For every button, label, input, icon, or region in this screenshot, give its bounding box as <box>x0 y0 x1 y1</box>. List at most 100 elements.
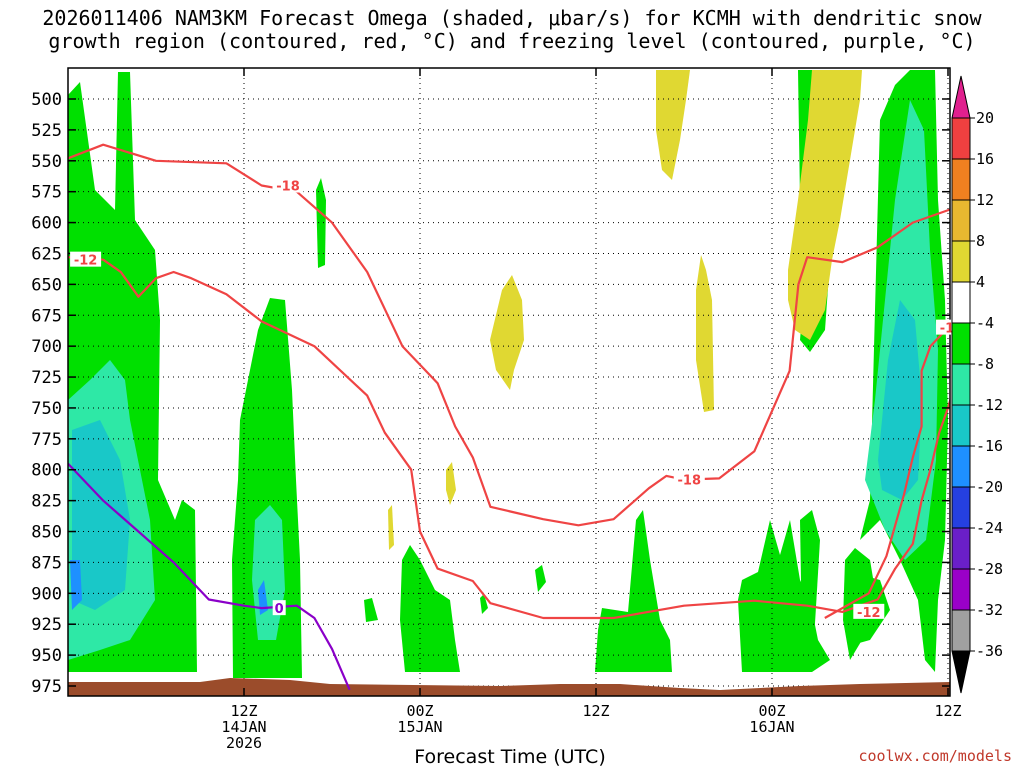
omega-region <box>656 70 690 180</box>
omega-region <box>878 300 922 500</box>
colorbar-label: 12 <box>976 191 994 209</box>
colorbar-label: 8 <box>976 232 985 250</box>
chart-title-line: growth region (contoured, red, °C) and f… <box>48 29 975 53</box>
y-tick-label: 700 <box>31 337 62 357</box>
omega-shading <box>68 70 948 678</box>
y-tick-label: 925 <box>31 615 62 635</box>
omega-region <box>490 275 524 390</box>
colorbar-label: -12 <box>976 396 1003 414</box>
x-tick-label: 15JAN <box>397 718 442 736</box>
colorbar-top-arrow <box>951 75 971 119</box>
y-tick-label: 625 <box>31 244 62 264</box>
colorbar-bin <box>951 158 971 201</box>
contour-label: -18 <box>678 474 702 489</box>
colorbar-label: -4 <box>976 314 994 332</box>
omega-region <box>364 598 378 622</box>
contour-label-bg <box>853 603 885 619</box>
contour-label-bg <box>673 471 705 487</box>
y-tick-label: 950 <box>31 646 62 666</box>
contour-label: 0 <box>275 602 284 617</box>
colorbar-bin <box>951 527 971 570</box>
contour-label-bg <box>70 251 102 267</box>
contour-dgz-minus12-left <box>68 256 950 620</box>
x-axis-label: Forecast Time (UTC) <box>414 746 605 768</box>
y-tick-label: 875 <box>31 553 62 573</box>
colorbar-label: -16 <box>976 437 1003 455</box>
colorbar-label: -8 <box>976 355 994 373</box>
omega-region <box>595 510 672 672</box>
colorbar-label: -28 <box>976 560 1003 578</box>
contour-label: -12 <box>74 254 98 269</box>
omega-region <box>316 178 326 268</box>
y-tick-label: 750 <box>31 399 62 419</box>
y-tick-label: 725 <box>31 368 62 388</box>
plot-area <box>68 68 950 696</box>
omega-region <box>258 580 268 615</box>
y-tick-label: 850 <box>31 523 62 543</box>
colorbar-label: 16 <box>976 150 994 168</box>
contour-dgz-minus12-right <box>824 324 950 619</box>
colorbar-label: -20 <box>976 478 1003 496</box>
omega-region <box>388 505 394 550</box>
chart-title: 2026011406 NAM3KM Forecast Omega (shaded… <box>42 6 982 53</box>
x-tick-label: 2026 <box>226 734 262 752</box>
colorbar-bin <box>951 568 971 611</box>
chart-title-line: 2026011406 NAM3KM Forecast Omega (shaded… <box>42 6 982 30</box>
terrain-fill <box>68 678 950 696</box>
terrain-strip <box>68 678 950 696</box>
x-tick-label: 12Z <box>230 702 257 720</box>
omega-region <box>696 255 714 412</box>
omega-region <box>446 462 456 505</box>
omega-region <box>400 545 460 672</box>
contour-label-bg <box>272 177 304 193</box>
omega-region <box>70 560 82 610</box>
colorbar-bin <box>951 240 971 283</box>
colorbar-bin <box>951 281 971 324</box>
y-tick-label: 675 <box>31 306 62 326</box>
colorbar-label: -36 <box>976 642 1003 660</box>
y-tick-label: 550 <box>31 152 62 172</box>
colorbar-bin <box>951 363 971 406</box>
colorbar-bin <box>951 445 971 488</box>
y-tick-label: 525 <box>31 121 62 141</box>
y-tick-label: 975 <box>31 677 62 697</box>
y-tick-label: 575 <box>31 183 62 203</box>
omega-region <box>480 594 488 614</box>
colorbar-bin <box>951 486 971 529</box>
colorbar-bin <box>951 404 971 447</box>
colorbar-label: 4 <box>976 273 985 291</box>
credit-text: coolwx.com/models <box>858 747 1012 765</box>
contour-freezing-level <box>68 462 351 691</box>
colorbar-label: -32 <box>976 601 1003 619</box>
y-tick-label: 775 <box>31 430 62 450</box>
y-tick-label: 600 <box>31 214 62 234</box>
omega-region <box>800 510 820 640</box>
omega-region <box>535 565 546 592</box>
colorbar-bottom-arrow <box>951 650 971 694</box>
x-tick-label: 14JAN <box>221 718 266 736</box>
omega-region <box>788 70 862 340</box>
contour-label-bg <box>272 600 286 616</box>
y-tick-label: 825 <box>31 492 62 512</box>
x-tick-label: 00Z <box>758 702 785 720</box>
y-tick-label: 650 <box>31 275 62 295</box>
colorbar: -36 -32 -28 -24 -20 -16 -12 -8 -4 4 8 12 16 20 <box>951 75 1003 694</box>
colorbar-label: -24 <box>976 519 1003 537</box>
colorbar-bin <box>951 322 971 365</box>
x-tick-label: 16JAN <box>749 718 794 736</box>
colorbar-bin <box>951 609 971 652</box>
plot-frame <box>67 67 951 697</box>
contour-label: -18 <box>276 180 300 195</box>
y-tick-label: 500 <box>31 90 62 110</box>
colorbar-bin <box>951 117 971 160</box>
y-axis: 500 525 550 575 600 625 650 675 700 725 750 775 800 8… <box>31 90 950 697</box>
x-tick-label: 00Z <box>406 702 433 720</box>
x-tick-label: 12Z <box>582 702 609 720</box>
omega-region <box>72 420 130 610</box>
y-tick-label: 900 <box>31 584 62 604</box>
colorbar-label: 20 <box>976 109 994 127</box>
x-tick-label: 12Z <box>934 702 961 720</box>
y-tick-label: 800 <box>31 461 62 481</box>
